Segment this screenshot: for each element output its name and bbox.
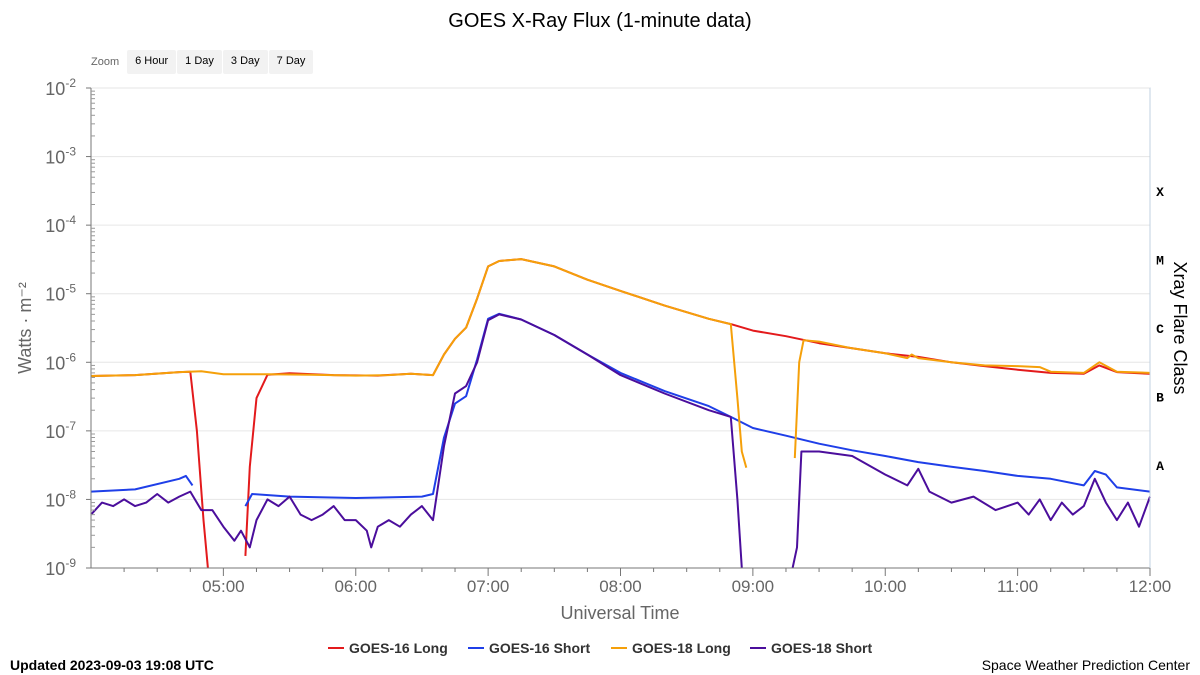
flare-class-label: B xyxy=(1156,391,1164,406)
y-tick-label: 10-3 xyxy=(45,145,76,168)
x-axis-title: Universal Time xyxy=(560,603,679,623)
series-line-3 xyxy=(90,258,1151,468)
series-line-4 xyxy=(90,313,1151,569)
flare-class-label: A xyxy=(1156,459,1164,474)
x-tick-label: 09:00 xyxy=(732,577,775,596)
y-tick-label: 10-6 xyxy=(45,350,76,373)
y-tick-label: 10-4 xyxy=(45,213,76,236)
updated-timestamp: Updated 2023-09-03 19:08 UTC xyxy=(10,657,214,673)
flare-class-axis: X M C B A xyxy=(1149,88,1164,568)
series-line-1 xyxy=(90,258,1151,569)
x-tick-label: 08:00 xyxy=(599,577,642,596)
x-axis: 05:00 06:00 07:00 08:00 09:00 10:00 11:00 12:00 xyxy=(91,567,1172,596)
credit-text: Space Weather Prediction Center xyxy=(981,657,1190,673)
y-axis: 10-2 10-3 10-4 10-5 10-6 10-7 10-8 10-9 xyxy=(45,76,95,579)
legend-item[interactable]: GOES-16 Long xyxy=(328,640,448,656)
zoom-7-day-button[interactable]: 7 Day xyxy=(268,50,314,74)
zoom-6-hour-button[interactable]: 6 Hour xyxy=(127,50,177,74)
x-tick-label: 05:00 xyxy=(202,577,245,596)
flare-class-label: M xyxy=(1156,253,1164,268)
y-tick-label: 10-8 xyxy=(45,487,76,510)
legend[interactable]: GOES-16 Long GOES-16 Short GOES-18 Long GOE… xyxy=(328,640,872,656)
y-tick-label: 10-2 xyxy=(45,76,76,99)
legend-label: GOES-18 Short xyxy=(771,640,872,656)
legend-item[interactable]: GOES-18 Long xyxy=(611,640,731,656)
flare-class-label: X xyxy=(1156,185,1164,200)
x-tick-label: 10:00 xyxy=(864,577,907,596)
chart-title: GOES X-Ray Flux (1-minute data) xyxy=(448,10,751,32)
x-tick-label: 06:00 xyxy=(334,577,377,596)
zoom-label: Zoom xyxy=(91,56,120,68)
x-tick-label: 12:00 xyxy=(1129,577,1172,596)
zoom-toolbar: Zoom 6 Hour 1 Day 3 Day 7 Day xyxy=(91,50,314,74)
y-tick-label: 10-5 xyxy=(45,282,76,305)
legend-label: GOES-16 Long xyxy=(349,640,448,656)
y-tick-label: 10-9 xyxy=(45,556,76,579)
legend-label: GOES-16 Short xyxy=(489,640,590,656)
y-tick-label: 10-7 xyxy=(45,419,76,442)
x-tick-label: 11:00 xyxy=(997,577,1038,596)
legend-label: GOES-18 Long xyxy=(632,640,731,656)
x-tick-label: 07:00 xyxy=(467,577,510,596)
zoom-1-day-button[interactable]: 1 Day xyxy=(177,50,222,74)
zoom-3-day-button[interactable]: 3 Day xyxy=(222,50,268,74)
series-lines xyxy=(90,258,1151,569)
flare-class-axis-title: Xray Flare Class xyxy=(1170,261,1190,394)
y-axis-title: Watts · m⁻² xyxy=(15,282,35,374)
legend-item[interactable]: GOES-18 Short xyxy=(750,640,872,656)
flare-class-label: C xyxy=(1156,322,1164,337)
series-line-2 xyxy=(90,312,1151,507)
legend-item[interactable]: GOES-16 Short xyxy=(468,640,590,656)
